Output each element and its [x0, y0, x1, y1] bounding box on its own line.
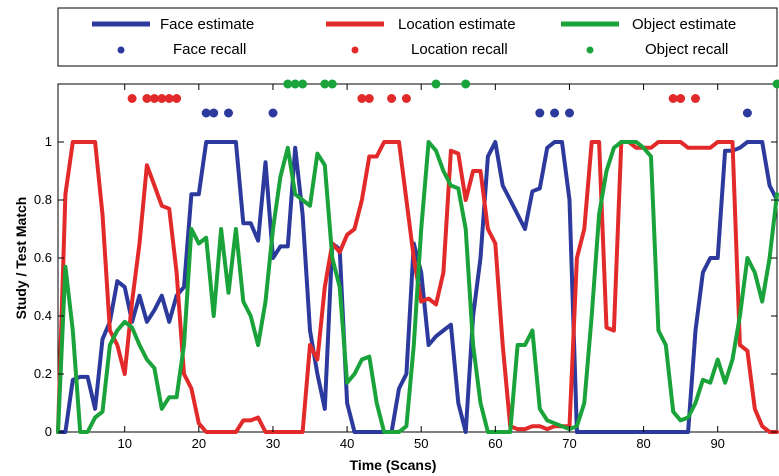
y-tick-label: 0.8	[34, 192, 52, 207]
recall-point	[164, 94, 174, 103]
legend-box	[57, 7, 778, 67]
recall-point	[327, 79, 337, 89]
recall-point	[142, 94, 152, 103]
y-tick-label: 1	[45, 134, 52, 149]
x-tick-label: 90	[710, 436, 724, 451]
recall-point	[676, 94, 686, 103]
y-tick-label: 0.4	[34, 308, 52, 323]
y-tick-label: 0.6	[34, 250, 52, 265]
recall-point	[290, 79, 300, 89]
recall-point	[431, 79, 441, 89]
x-tick-label: 10	[117, 436, 131, 451]
x-tick-label: 60	[488, 436, 502, 451]
recall-point	[172, 94, 182, 103]
recall-point	[283, 79, 293, 89]
recall-point	[268, 108, 278, 118]
recall-point	[149, 94, 159, 103]
x-tick-label: 80	[636, 436, 650, 451]
recall-point	[298, 79, 308, 89]
recall-point	[127, 94, 137, 103]
legend-label: Object recall	[645, 41, 728, 58]
legend-label: Object estimate	[632, 16, 736, 33]
legend-swatch-dot	[351, 46, 359, 54]
y-axis-label: Study / Test Match	[13, 197, 29, 320]
legend-swatch-dot	[117, 46, 125, 54]
legend: Face estimate Location estimate Object est…	[57, 7, 778, 67]
recall-point	[535, 108, 545, 118]
x-tick-label: 40	[340, 436, 354, 451]
recall-point	[550, 108, 560, 118]
recall-point	[320, 79, 330, 89]
recall-point	[772, 79, 779, 89]
recall-point	[668, 94, 678, 103]
x-axis-label: Time (Scans)	[350, 457, 437, 473]
recall-point	[461, 79, 471, 89]
recall-point	[364, 94, 374, 103]
legend-label: Location estimate	[398, 16, 516, 33]
recall-point	[742, 108, 752, 118]
recall-point	[387, 94, 397, 103]
recall-point	[565, 108, 574, 118]
recall-point	[357, 94, 367, 103]
recall-point	[224, 108, 233, 118]
recall-point	[201, 108, 211, 118]
x-tick-label: 70	[562, 436, 576, 451]
recall-point	[691, 94, 700, 103]
legend-label: Face estimate	[160, 16, 254, 33]
plot-area: 10 20 30 40 50 60 70 80 90 0 0.2 0.4 0.6 0.8 1	[34, 79, 779, 451]
recall-point	[401, 94, 411, 103]
recall-point	[209, 108, 219, 118]
x-tick-label: 50	[414, 436, 428, 451]
series-line-2	[56, 140, 779, 434]
legend-label: Location recall	[411, 41, 508, 58]
y-tick-label: 0.2	[34, 366, 52, 381]
recall-point	[157, 94, 167, 103]
legend-label: Face recall	[173, 41, 246, 58]
y-tick-label: 0	[45, 424, 52, 439]
x-tick-label: 20	[192, 436, 206, 451]
x-tick-label: 30	[266, 436, 280, 451]
legend-swatch-dot	[586, 46, 594, 54]
